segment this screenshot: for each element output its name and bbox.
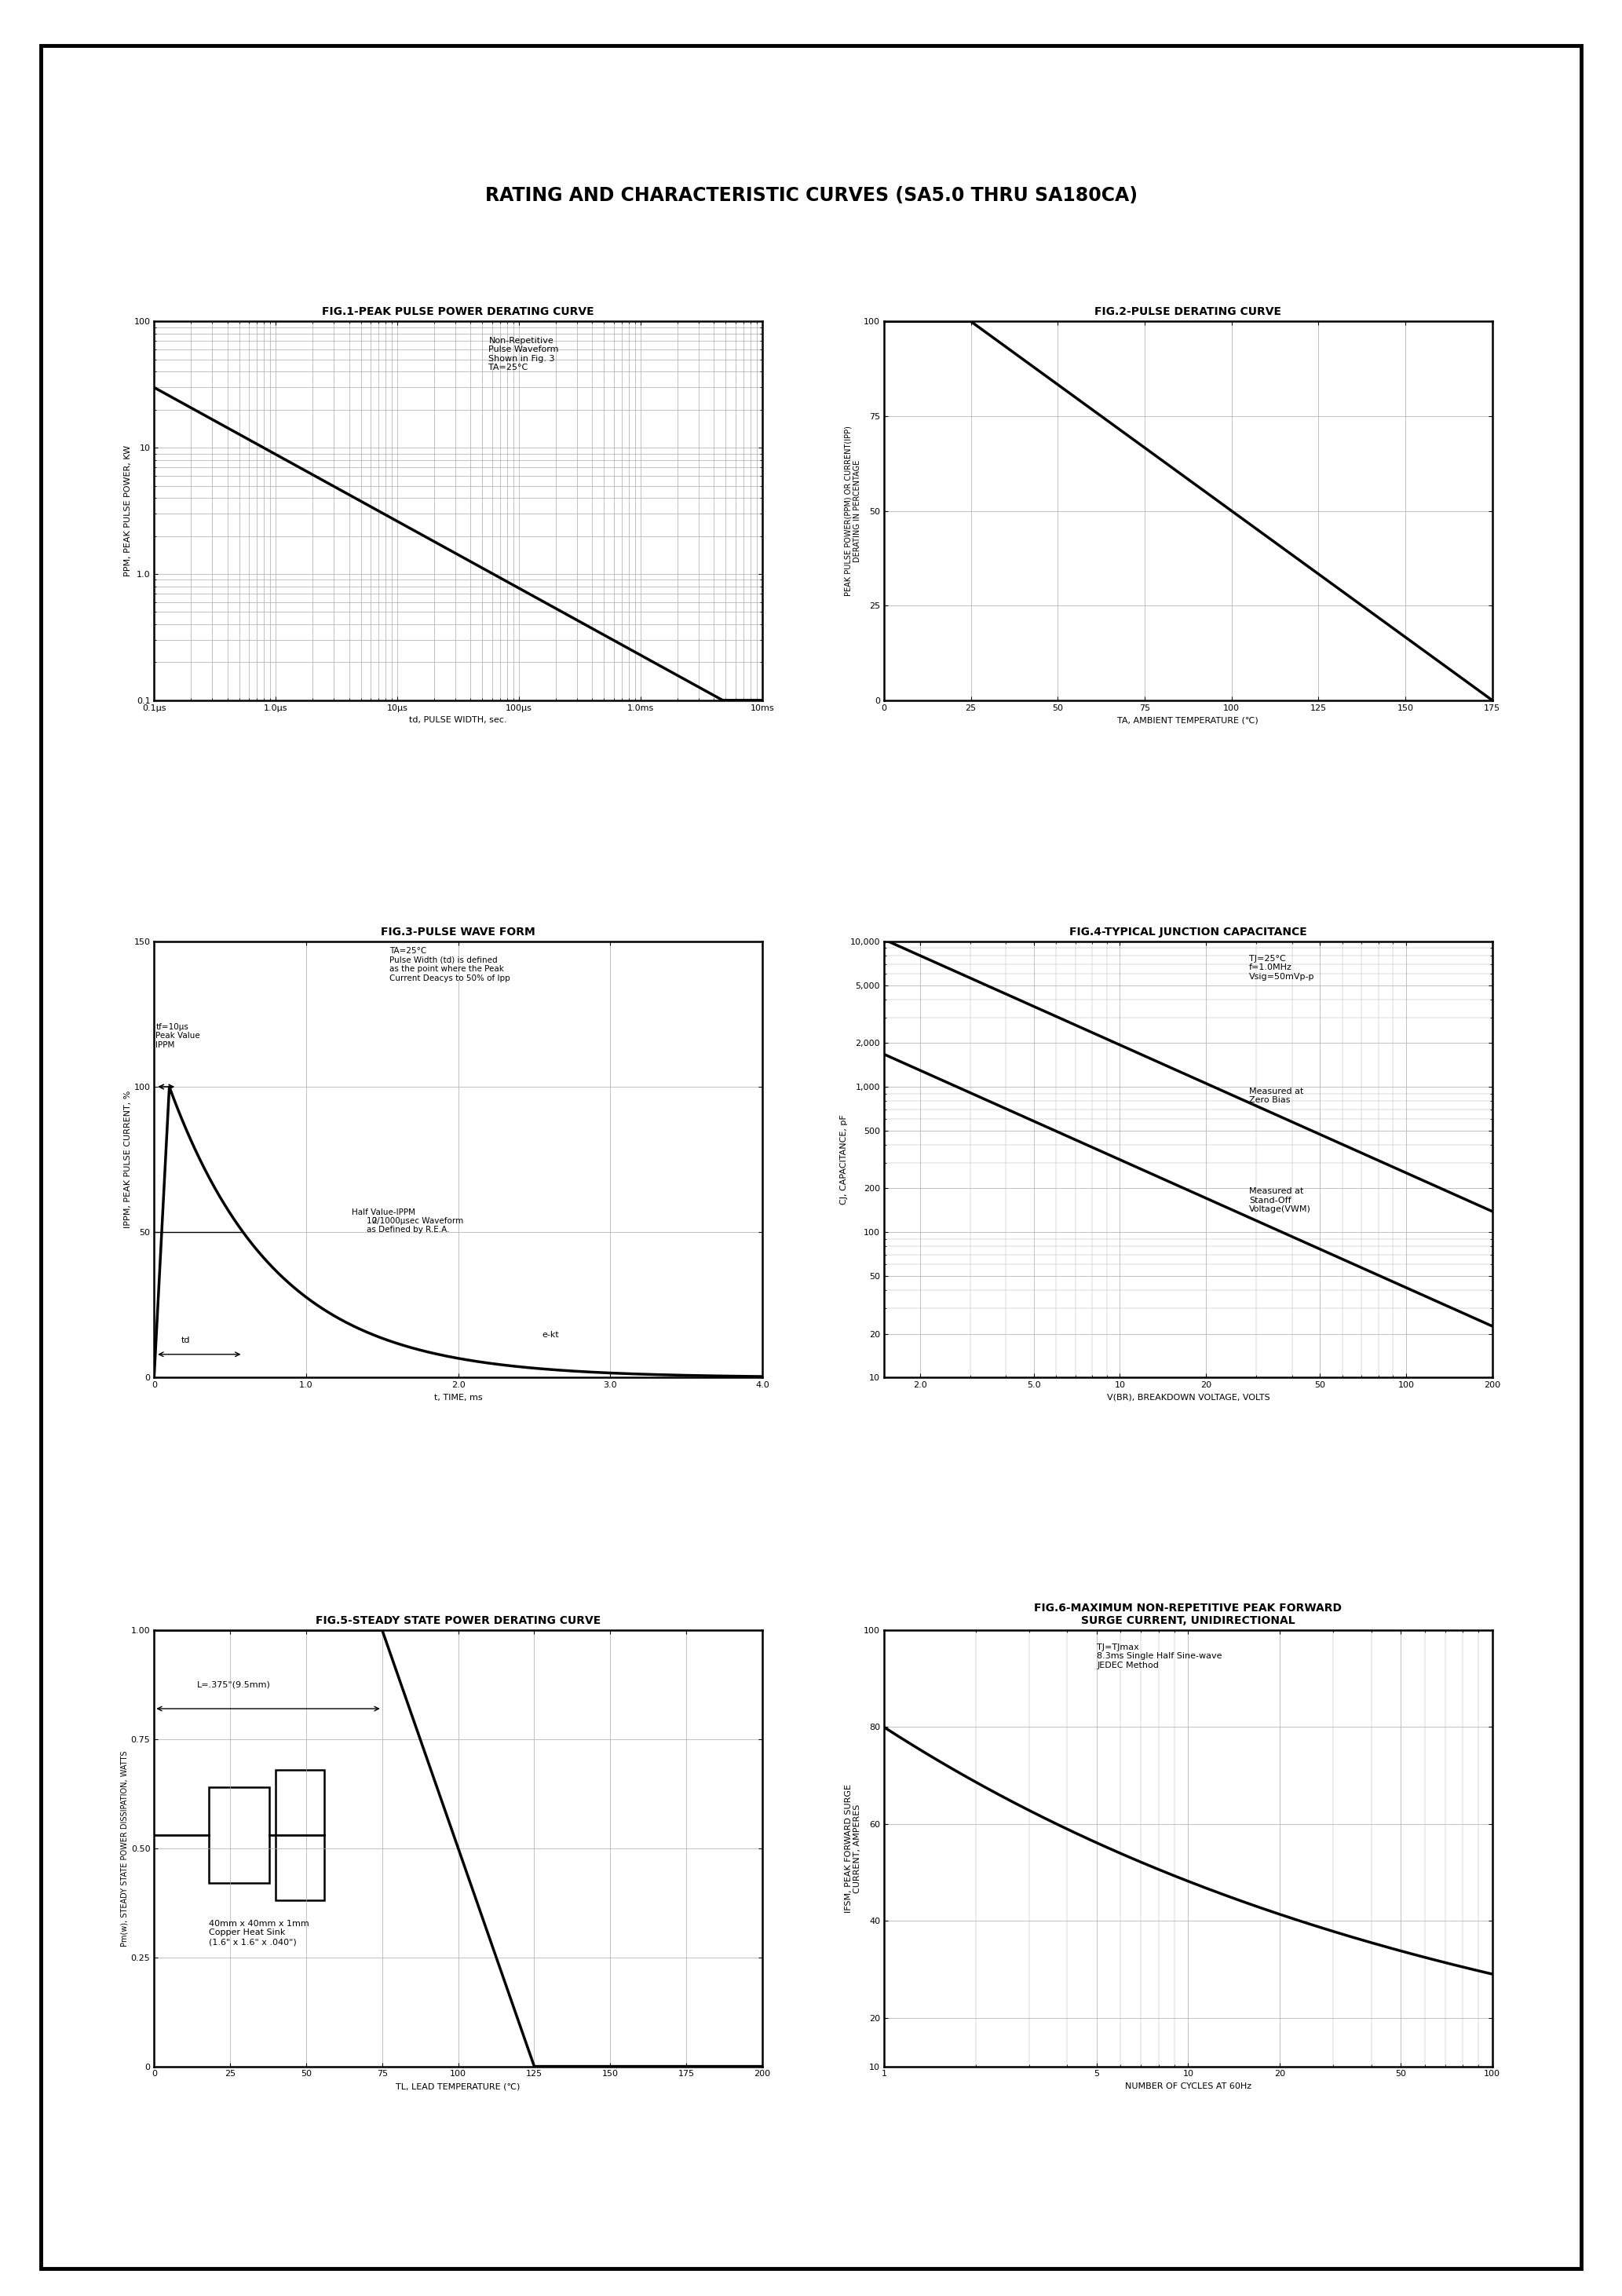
Text: Non-Repetitive
Pulse Waveform
Shown in Fig. 3
TA=25°C: Non-Repetitive Pulse Waveform Shown in F… [488, 338, 560, 372]
Y-axis label: IPPM, PEAK PULSE CURRENT, %: IPPM, PEAK PULSE CURRENT, % [123, 1091, 131, 1228]
Title: FIG.6-MAXIMUM NON-REPETITIVE PEAK FORWARD
SURGE CURRENT, UNIDIRECTIONAL: FIG.6-MAXIMUM NON-REPETITIVE PEAK FORWAR… [1035, 1603, 1341, 1626]
X-axis label: TA, AMBIENT TEMPERATURE (℃): TA, AMBIENT TEMPERATURE (℃) [1118, 716, 1259, 723]
Title: FIG.2-PULSE DERATING CURVE: FIG.2-PULSE DERATING CURVE [1095, 305, 1281, 317]
Text: Measured at
Stand-Off
Voltage(VWM): Measured at Stand-Off Voltage(VWM) [1249, 1187, 1311, 1212]
Text: RATING AND CHARACTERISTIC CURVES (SA5.0 THRU SA180CA): RATING AND CHARACTERISTIC CURVES (SA5.0 … [485, 186, 1137, 204]
Text: 10/1000μsec Waveform
as Defined by R.E.A.: 10/1000μsec Waveform as Defined by R.E.A… [367, 1217, 464, 1233]
Title: FIG.5-STEADY STATE POWER DERATING CURVE: FIG.5-STEADY STATE POWER DERATING CURVE [316, 1614, 600, 1626]
Text: TJ=TJmax
8.3ms Single Half Sine-wave
JEDEC Method: TJ=TJmax 8.3ms Single Half Sine-wave JED… [1096, 1644, 1221, 1669]
Text: Half Value-IPPM
        2: Half Value-IPPM 2 [352, 1208, 415, 1226]
Text: TA=25°C
Pulse Width (td) is defined
as the point where the Peak
Current Deacys t: TA=25°C Pulse Width (td) is defined as t… [389, 948, 511, 983]
X-axis label: NUMBER OF CYCLES AT 60Hz: NUMBER OF CYCLES AT 60Hz [1126, 2082, 1251, 2089]
Y-axis label: PPM, PEAK PULSE POWER, KW: PPM, PEAK PULSE POWER, KW [123, 445, 131, 576]
Text: 40mm x 40mm x 1mm
Copper Heat Sink
(1.6" x 1.6" x .040"): 40mm x 40mm x 1mm Copper Heat Sink (1.6"… [209, 1919, 310, 1945]
Title: FIG.4-TYPICAL JUNCTION CAPACITANCE: FIG.4-TYPICAL JUNCTION CAPACITANCE [1069, 925, 1307, 937]
X-axis label: V(BR), BREAKDOWN VOLTAGE, VOLTS: V(BR), BREAKDOWN VOLTAGE, VOLTS [1106, 1394, 1270, 1401]
Text: Measured at
Zero Bias: Measured at Zero Bias [1249, 1088, 1304, 1104]
Y-axis label: PEAK PULSE POWER(PPM) OR CURRENT(IPP)
DERATING IN PERCENTAGE: PEAK PULSE POWER(PPM) OR CURRENT(IPP) DE… [845, 425, 861, 597]
X-axis label: td, PULSE WIDTH, sec.: td, PULSE WIDTH, sec. [409, 716, 508, 723]
X-axis label: TL, LEAD TEMPERATURE (℃): TL, LEAD TEMPERATURE (℃) [396, 2082, 521, 2089]
Text: L=.375"(9.5mm): L=.375"(9.5mm) [196, 1681, 271, 1688]
Text: TJ=25°C
f=1.0MHz
Vsig=50mVp-p: TJ=25°C f=1.0MHz Vsig=50mVp-p [1249, 955, 1314, 980]
X-axis label: t, TIME, ms: t, TIME, ms [435, 1394, 482, 1401]
Y-axis label: IFSM, PEAK FORWARD SURGE
CURRENT, AMPERES: IFSM, PEAK FORWARD SURGE CURRENT, AMPERE… [845, 1784, 861, 1913]
Text: e-kt: e-kt [542, 1332, 560, 1339]
Title: FIG.3-PULSE WAVE FORM: FIG.3-PULSE WAVE FORM [381, 925, 535, 937]
Text: td: td [182, 1336, 190, 1343]
Y-axis label: CJ, CAPACITANCE, pF: CJ, CAPACITANCE, pF [840, 1114, 848, 1205]
Title: FIG.1-PEAK PULSE POWER DERATING CURVE: FIG.1-PEAK PULSE POWER DERATING CURVE [323, 305, 594, 317]
Y-axis label: Pm(w), STEADY STATE POWER DISSIPATION, WATTS: Pm(w), STEADY STATE POWER DISSIPATION, W… [120, 1750, 128, 1947]
Text: tf=10μs
Peak Value
IPPM: tf=10μs Peak Value IPPM [156, 1024, 200, 1049]
